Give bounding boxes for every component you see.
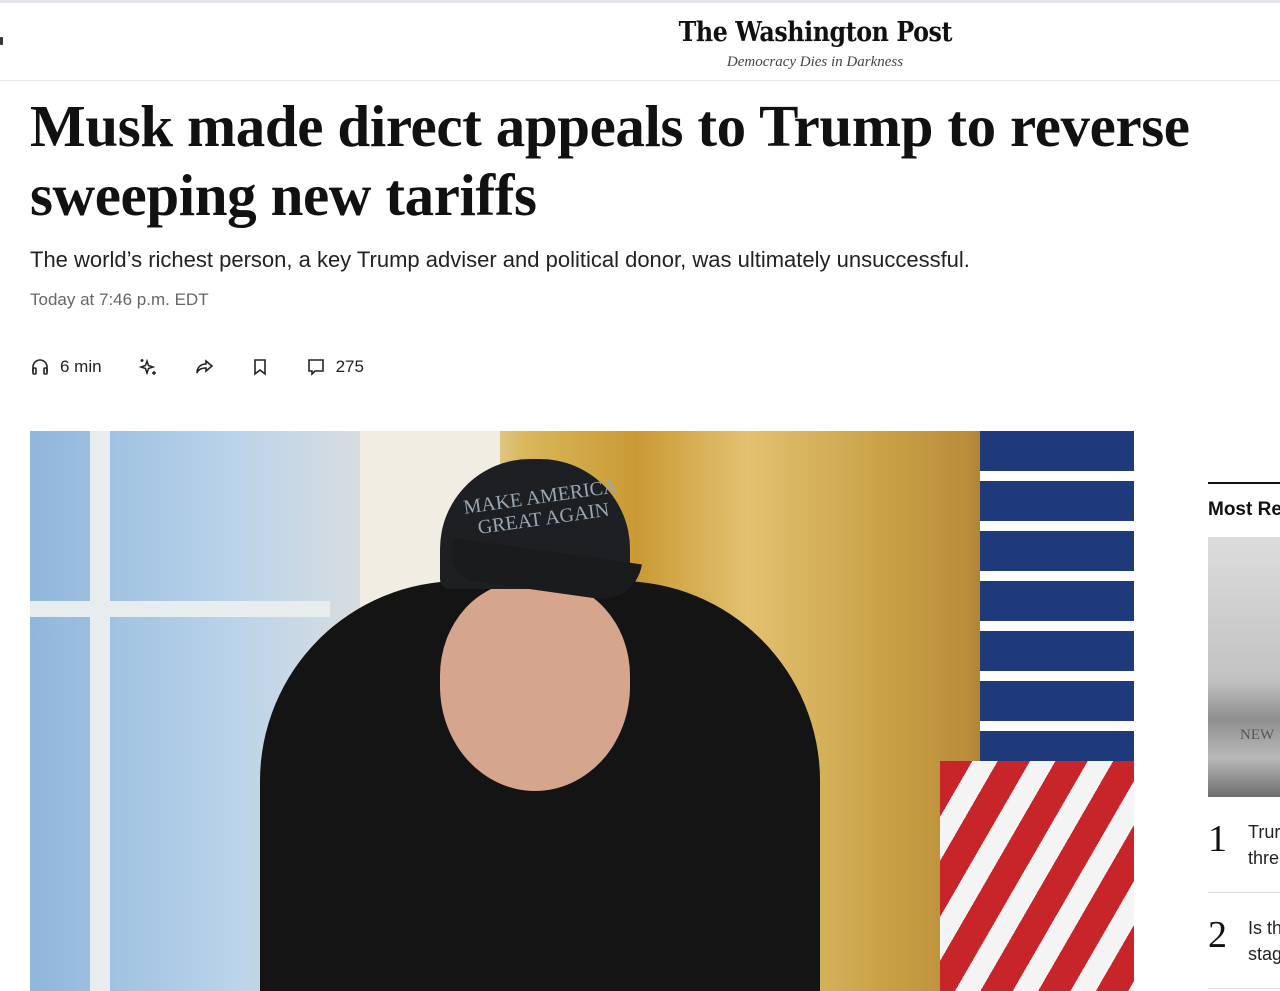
site-header: The Washington Post Democracy Dies in Da… bbox=[0, 3, 1280, 81]
comments-button[interactable]: 275 bbox=[306, 357, 364, 377]
most-read-sidebar: Most Re NEW 1 Trur thre 2 Is th stag bbox=[1208, 482, 1280, 991]
photo-flag-stripes bbox=[940, 761, 1134, 991]
bookmark-icon bbox=[253, 359, 266, 376]
photo-window-frame bbox=[90, 431, 110, 991]
article-actions: 6 min 275 bbox=[30, 354, 400, 380]
menu-icon[interactable] bbox=[0, 37, 3, 45]
item-number: 1 bbox=[1208, 818, 1227, 860]
sidebar-rule bbox=[1208, 482, 1280, 484]
image-inscription: NEW bbox=[1240, 727, 1275, 743]
share-button[interactable] bbox=[194, 357, 214, 377]
listen-duration: 6 min bbox=[60, 357, 102, 376]
comment-count: 275 bbox=[335, 357, 364, 376]
lead-photo[interactable]: MAKE AMERICA GREAT AGAIN bbox=[30, 431, 1134, 991]
item-headline[interactable]: Is th stag bbox=[1248, 918, 1280, 964]
most-read-item[interactable]: 2 Is th stag bbox=[1208, 893, 1280, 989]
photo-face bbox=[440, 581, 630, 791]
photo-window-bar bbox=[30, 601, 330, 617]
comment-icon bbox=[307, 359, 324, 376]
browser-top-line bbox=[0, 0, 1280, 3]
most-read-item[interactable]: 1 Trur thre bbox=[1208, 797, 1280, 893]
headphones-icon bbox=[32, 359, 48, 375]
sidebar-title: Most Re bbox=[1208, 499, 1280, 520]
tagline: Democracy Dies in Darkness bbox=[726, 54, 904, 70]
item-number: 2 bbox=[1208, 914, 1227, 956]
subheadline: The world’s richest person, a key Trump … bbox=[30, 247, 970, 272]
headline: Musk made direct appeals to Trump to rev… bbox=[30, 93, 1190, 228]
listen-button[interactable]: 6 min bbox=[30, 357, 102, 377]
bookmark-button[interactable] bbox=[250, 357, 270, 377]
logo[interactable]: The Washington Post bbox=[678, 17, 952, 48]
timestamp: Today at 7:46 p.m. EDT bbox=[30, 290, 209, 309]
summary-button[interactable] bbox=[138, 357, 158, 377]
item-headline[interactable]: Trur thre bbox=[1248, 822, 1280, 868]
share-icon bbox=[195, 359, 213, 374]
sparkle-icon bbox=[138, 358, 156, 376]
most-read-image[interactable]: NEW bbox=[1208, 537, 1280, 797]
